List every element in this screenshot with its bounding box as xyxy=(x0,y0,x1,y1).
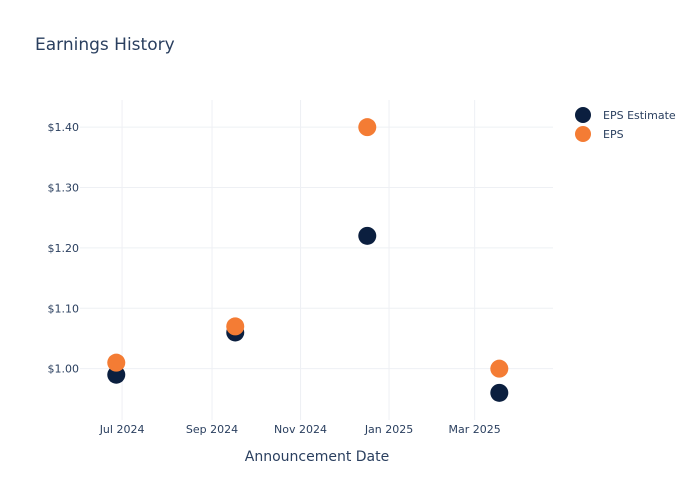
eps-point[interactable] xyxy=(490,359,509,378)
x-tick-label: Nov 2024 xyxy=(274,423,327,436)
x-tick-label: Sep 2024 xyxy=(186,423,238,436)
x-axis-ticks: Jul 2024 Sep 2024 Nov 2024 Jan 2025 Mar 2025 xyxy=(99,423,501,436)
legend-marker[interactable] xyxy=(575,126,591,142)
legend: EPS Estimate EPS xyxy=(575,107,676,142)
x-axis-title: Announcement Date xyxy=(245,449,389,465)
y-tick-label: $1.00 xyxy=(48,363,80,376)
eps-point[interactable] xyxy=(358,118,377,137)
x-tick-label: Jul 2024 xyxy=(99,423,145,436)
legend-marker[interactable] xyxy=(575,107,591,123)
x-tick-label: Jan 2025 xyxy=(364,423,413,436)
eps-point[interactable] xyxy=(226,317,245,336)
y-tick-label: $1.30 xyxy=(48,182,80,195)
legend-label[interactable]: EPS xyxy=(603,128,624,141)
data-points xyxy=(107,118,509,402)
y-tick-label: $1.10 xyxy=(48,302,80,315)
eps-point[interactable] xyxy=(107,353,126,372)
legend-label[interactable]: EPS Estimate xyxy=(603,109,676,122)
eps-estimate-point[interactable] xyxy=(490,383,509,402)
y-tick-label: $1.40 xyxy=(48,121,80,134)
eps-estimate-point[interactable] xyxy=(358,226,377,245)
x-tick-label: Mar 2025 xyxy=(449,423,501,436)
gridlines xyxy=(80,100,553,420)
y-axis-ticks: $1.00 $1.10 $1.20 $1.30 $1.40 xyxy=(48,121,80,376)
y-tick-label: $1.20 xyxy=(48,242,80,255)
chart-title: Earnings History xyxy=(35,35,175,55)
